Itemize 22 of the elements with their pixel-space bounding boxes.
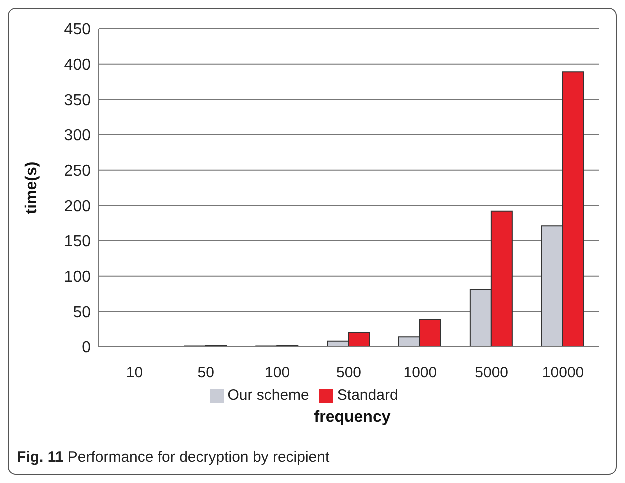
y-tick-label: 250 [64,163,92,180]
y-tick-label: 0 [82,340,92,357]
x-tick-label: 50 [198,364,214,382]
x-tick-label: 1000 [404,364,438,382]
legend-label: Our scheme [228,387,310,404]
x-axis-title: frequency [313,409,392,427]
y-tick-label: 300 [64,128,92,145]
y-tick-label: 150 [64,234,92,251]
y-tick-label: 50 [73,304,92,322]
y-tick-label: 200 [64,198,92,216]
y-axis-title: time(s) [24,162,41,214]
x-tick-label: 10000 [542,364,584,382]
y-tick-label: 450 [64,22,92,39]
x-tick-label: 5000 [475,364,509,382]
y-tick-label: 100 [64,269,92,286]
caption: Fig. 11 Performance for decryption by recipient [17,449,330,466]
y-tick-label: 350 [64,92,92,110]
legend-label: Standard [337,387,398,404]
x-tick-label: 10 [126,364,144,382]
x-tick-label: 500 [336,364,362,382]
y-tick-label: 400 [64,57,92,74]
x-tick-label: 100 [265,364,290,382]
